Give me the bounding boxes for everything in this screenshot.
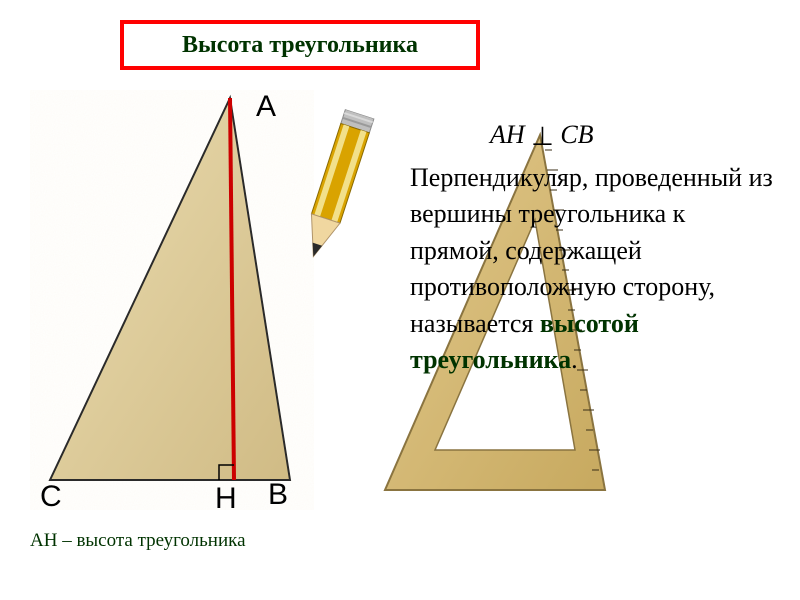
vertex-C: С bbox=[40, 480, 62, 514]
caption: АН – высота треугольника bbox=[30, 530, 246, 552]
triangle-svg bbox=[30, 90, 330, 510]
definition-punct: . bbox=[571, 345, 578, 374]
definition-text: Перпендикуляр, проведенный из вершины тр… bbox=[410, 160, 780, 378]
vertex-B: В bbox=[268, 478, 288, 512]
formula-right: СВ bbox=[560, 120, 593, 149]
vertex-H: Н bbox=[215, 482, 237, 516]
formula-left: АН bbox=[490, 120, 525, 149]
perpendicular-formula: АН ⊥ СВ bbox=[490, 120, 594, 150]
title-box: Высота треугольника bbox=[120, 20, 480, 70]
triangle-diagram bbox=[30, 90, 330, 520]
perp-symbol: ⊥ bbox=[531, 122, 554, 152]
triangle-shape bbox=[50, 98, 290, 480]
vertex-A: А bbox=[256, 90, 276, 124]
title-text: Высота треугольника bbox=[182, 32, 418, 59]
